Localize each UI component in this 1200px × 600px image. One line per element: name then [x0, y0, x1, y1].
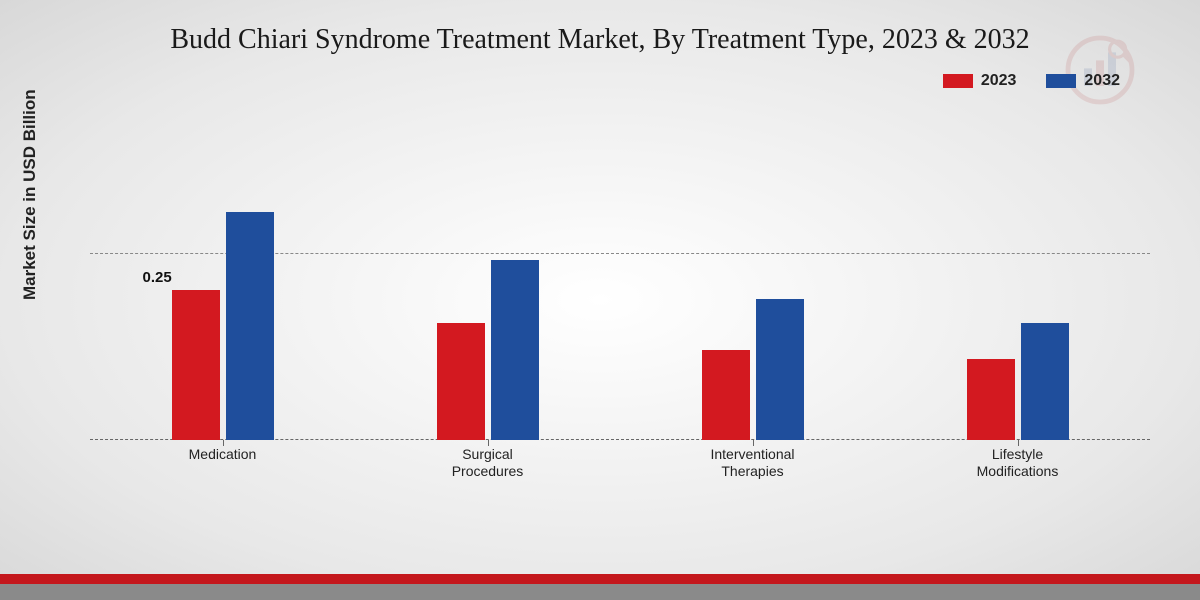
bar-group	[663, 299, 843, 440]
legend-label-2032: 2032	[1084, 72, 1120, 90]
chart-area: 0.25 Medication SurgicalProcedures Interve…	[90, 140, 1150, 480]
x-axis-labels: Medication SurgicalProcedures Intervention…	[90, 446, 1150, 480]
x-axis-label: Medication	[133, 446, 313, 480]
x-axis-label: LifestyleModifications	[928, 446, 1108, 480]
watermark-logo	[1060, 30, 1140, 110]
bar-group	[928, 323, 1108, 440]
bar	[756, 299, 804, 440]
legend-label-2023: 2023	[981, 72, 1017, 90]
chart-title: Budd Chiari Syndrome Treatment Market, B…	[0, 0, 1200, 56]
legend-item-2032: 2032	[1046, 72, 1120, 90]
bar-group	[398, 260, 578, 440]
footer-red-stripe	[0, 574, 1200, 584]
bar	[226, 212, 274, 440]
legend-swatch-2023	[943, 74, 973, 88]
bar-value-label: 0.25	[143, 269, 172, 286]
footer-bar	[0, 574, 1200, 600]
bar	[172, 290, 220, 440]
bar	[967, 359, 1015, 440]
footer-grey-stripe	[0, 584, 1200, 600]
legend-swatch-2032	[1046, 74, 1076, 88]
bar	[491, 260, 539, 440]
bar	[1021, 323, 1069, 440]
x-axis-label: SurgicalProcedures	[398, 446, 578, 480]
x-tick	[753, 440, 754, 446]
bar	[702, 350, 750, 440]
bars-container: 0.25	[90, 140, 1150, 440]
x-tick	[488, 440, 489, 446]
legend: 2023 2032	[943, 72, 1120, 90]
bar-group: 0.25	[133, 212, 313, 440]
x-tick	[1018, 440, 1019, 446]
bar	[437, 323, 485, 440]
legend-item-2023: 2023	[943, 72, 1017, 90]
x-tick	[223, 440, 224, 446]
y-axis-label: Market Size in USD Billion	[20, 89, 40, 300]
x-axis-label: InterventionalTherapies	[663, 446, 843, 480]
